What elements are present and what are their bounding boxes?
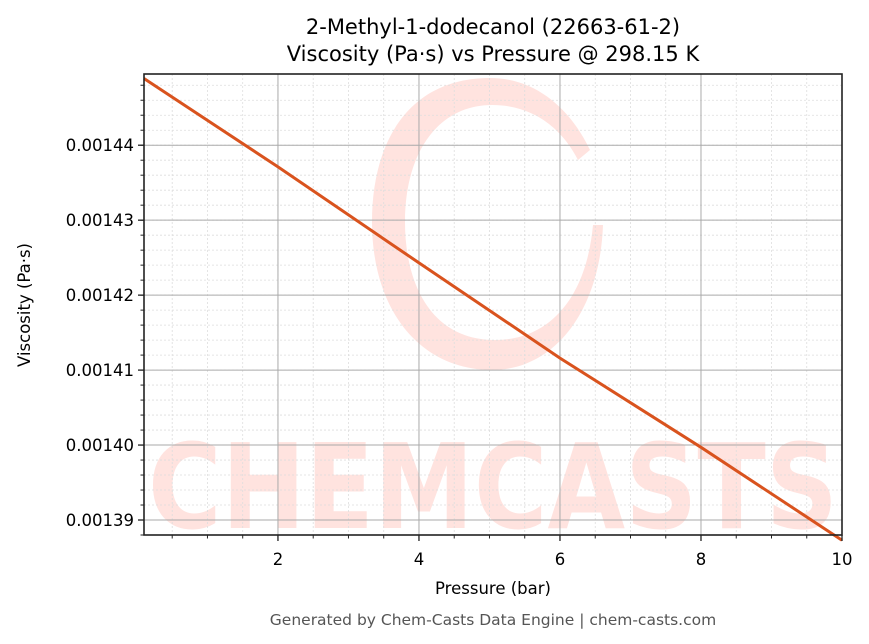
y-tick-label: 0.00140 xyxy=(66,436,134,455)
x-tick-label: 8 xyxy=(696,550,707,569)
footer-credit: Generated by Chem-Casts Data Engine | ch… xyxy=(270,611,716,629)
y-axis-label: Viscosity (Pa·s) xyxy=(15,243,34,367)
chart-subtitle: Viscosity (Pa·s) vs Pressure @ 298.15 K xyxy=(287,42,701,66)
y-tick-label: 0.00139 xyxy=(66,511,134,530)
major-grid xyxy=(144,74,843,535)
y-tick-label: 0.00144 xyxy=(66,136,134,155)
x-axis: 2 4 6 8 10 xyxy=(171,535,853,569)
watermark-text: CHEMCASTS xyxy=(148,418,838,556)
x-axis-label: Pressure (bar) xyxy=(435,579,551,598)
y-tick-label: 0.00141 xyxy=(66,361,134,380)
watermark: CHEMCASTS xyxy=(148,78,838,556)
x-tick-label: 4 xyxy=(414,550,425,569)
y-axis: 0.00139 0.00140 0.00141 0.00142 0.00143 0.001… xyxy=(66,84,144,536)
x-tick-label: 6 xyxy=(555,550,566,569)
plot-frame xyxy=(143,73,843,536)
x-tick-label: 2 xyxy=(273,550,284,569)
chart-title: 2-Methyl-1-dodecanol (22663-61-2) xyxy=(306,15,680,39)
y-tick-label: 0.00143 xyxy=(66,211,134,230)
y-tick-label: 0.00142 xyxy=(66,286,134,305)
x-tick-label: 10 xyxy=(832,550,853,569)
plot-area xyxy=(144,74,842,535)
viscosity-line xyxy=(143,77,843,542)
